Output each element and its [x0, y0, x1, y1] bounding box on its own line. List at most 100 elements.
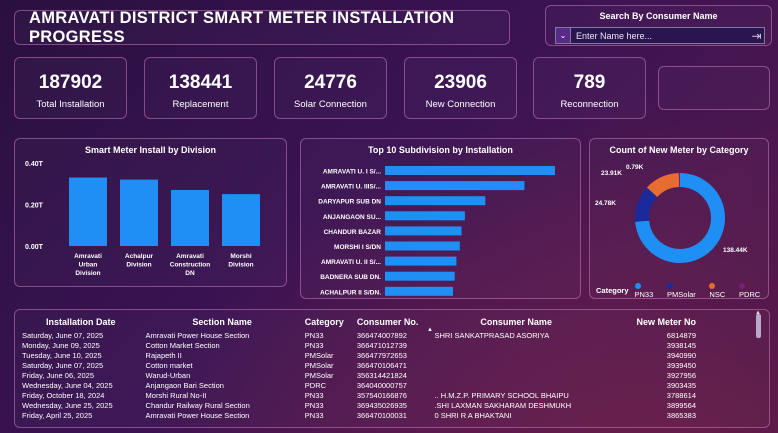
table-cell: PN33	[304, 401, 324, 410]
kpi-value: 23906	[434, 72, 487, 93]
column-header-category[interactable]: Category	[304, 317, 344, 327]
kpi-value: 789	[573, 72, 606, 93]
legend-item-pn33[interactable]: PN33	[634, 281, 662, 299]
legend-title: Category	[596, 285, 629, 295]
y-tick-label: 0.00T	[25, 244, 44, 251]
x-tick-label: Division	[75, 270, 100, 277]
x-tick-label: Division	[126, 262, 151, 269]
bar	[69, 177, 107, 246]
table-scrollbar[interactable]: ▲	[755, 310, 761, 424]
kpi-label: Replacement	[172, 99, 229, 110]
table-cell: 366477972653	[356, 351, 407, 360]
y-tick-label: DARYAPUR SUB DN	[318, 199, 381, 206]
table-cell	[431, 361, 600, 371]
table-cell: SHRI SANKATPRASAD ASORIYA	[434, 331, 550, 340]
table-cell: Monday, June 09, 2025	[22, 341, 100, 350]
search-input[interactable]	[571, 29, 749, 42]
kpi-label: Reconnection	[560, 99, 619, 110]
table-header-row: Installation Date Section Name Category …	[19, 316, 699, 331]
table-row[interactable]: Wednesday, June 04, 2025 Anjangaon Bari S…	[19, 381, 699, 391]
kpi-label: Total Installation	[36, 99, 105, 110]
table-cell	[431, 341, 600, 351]
legend-item-nsc[interactable]: NSC	[709, 281, 733, 299]
table-cell: PMSolar	[304, 351, 334, 360]
legend-dot-icon	[739, 283, 746, 290]
table-cell: Amravati Power House Section	[145, 331, 250, 340]
data-label: 24.78K	[595, 200, 616, 207]
table-row[interactable]: Tuesday, June 10, 2025 Rajapeth II PMSolar…	[19, 351, 699, 361]
table-row[interactable]: Monday, June 09, 2025 Cotton Market Secti…	[19, 341, 699, 351]
data-label: 23.91K	[601, 170, 622, 177]
table-cell: Amravati Power House Section	[145, 411, 250, 420]
category-donut-chart: 138.44K 24.78K 23.91K 0.79K	[595, 164, 748, 263]
table-cell: 3939450	[666, 361, 696, 370]
kpi-value: 24776	[304, 72, 357, 93]
table-row[interactable]: Friday, April 25, 2025 Amravati Power Hou…	[19, 411, 699, 421]
table-cell: Warud-Urban	[145, 371, 191, 380]
table-row[interactable]: Friday, October 18, 2024 Morshi Rural No-…	[19, 391, 699, 401]
chevron-down-icon[interactable]: ⌄	[556, 28, 571, 43]
table-cell: Anjangaon Bari Section	[145, 381, 224, 390]
table-cell: Saturday, June 07, 2025	[22, 361, 104, 370]
column-header-consumer-no[interactable]: Consumer No.	[356, 317, 419, 327]
table-row[interactable]: Saturday, June 07, 2025 Amravati Power Ho…	[19, 331, 699, 341]
donut-slice	[635, 187, 658, 222]
table-row[interactable]: Friday, June 06, 2025 Warud-Urban PMSolar 3…	[19, 371, 699, 381]
kpi-replacement: 138441 Replacement	[144, 57, 257, 119]
kpi-new-connection: 23906 New Connection	[404, 57, 517, 119]
y-tick-label: 0.40T	[25, 161, 44, 168]
x-tick-label: Construction	[170, 262, 210, 269]
y-tick-label: ACHALPUR II S/DN.	[320, 289, 381, 296]
x-tick-label: Achalpur	[125, 253, 154, 260]
table-cell: 366471012739	[356, 341, 407, 350]
table-cell: Cotton market	[145, 361, 193, 370]
column-header-new-meter-no[interactable]: New Meter No	[636, 317, 696, 327]
y-tick-label: AMRAVATI U. IIIS/...	[321, 184, 381, 191]
table-cell	[431, 381, 600, 391]
table-cell: 3927956	[666, 371, 696, 380]
table-cell: 3940990	[666, 351, 696, 360]
table-cell: PN33	[304, 411, 324, 420]
x-tick-label: Amravati	[176, 253, 204, 260]
x-tick-label: DN	[185, 270, 195, 277]
kpi-empty-card	[658, 66, 770, 110]
donut-slice	[635, 173, 725, 263]
submit-arrow-icon[interactable]: ⇥	[751, 28, 762, 43]
table-cell: 3903435	[666, 381, 696, 390]
table-cell: Friday, April 25, 2025	[22, 411, 93, 420]
subdivision-chart-title: Top 10 Subdivision by Installation	[368, 145, 513, 155]
legend-item-pmsolar[interactable]: PMSolar	[667, 281, 703, 299]
table-row[interactable]: Wednesday, June 25, 2025 Chandur Railway …	[19, 401, 699, 411]
bar	[120, 179, 158, 246]
y-tick-label: ANJANGAON SU...	[323, 214, 381, 221]
table-cell	[431, 351, 600, 361]
table-cell: 364040000757	[356, 381, 407, 390]
column-header-consumer-name[interactable]: Consumer Name	[480, 317, 552, 327]
bar	[171, 189, 209, 246]
table-cell: 3865383	[666, 411, 696, 420]
data-label: 138.44K	[723, 247, 748, 254]
bar	[385, 256, 457, 266]
bar	[385, 181, 525, 191]
category-chart-title: Count of New Meter by Category	[609, 145, 749, 155]
scroll-up-icon[interactable]: ▲	[755, 310, 761, 316]
bar	[385, 286, 453, 296]
table-cell	[431, 371, 600, 381]
data-label: 0.79K	[626, 164, 644, 171]
division-chart-panel: Smart Meter Install by Division 0.40T 0.2…	[14, 138, 287, 287]
installation-table: Installation Date Section Name Category …	[19, 316, 699, 421]
y-tick-label: MORSHI I S/DN	[334, 244, 381, 251]
column-header-section-name[interactable]: Section Name	[192, 317, 252, 327]
legend-item-pdrc[interactable]: PDRC	[739, 281, 768, 299]
table-cell: .SHI LAXMAN SAKHARAM DESHMUKH	[434, 401, 572, 410]
search-field[interactable]: ⌄ ⇥	[555, 27, 765, 44]
bar	[385, 226, 462, 236]
column-header-installation-date[interactable]: Installation Date	[46, 317, 116, 327]
category-chart-panel: Count of New Meter by Category 138.44K 24…	[589, 138, 769, 299]
table-cell: 366470100031	[356, 411, 407, 420]
table-cell: 366474007892	[356, 331, 407, 340]
scrollbar-thumb[interactable]	[756, 314, 761, 338]
table-row[interactable]: Saturday, June 07, 2025 Cotton market PMSo…	[19, 361, 699, 371]
sort-ascending-icon[interactable]: ▲	[427, 327, 433, 333]
installation-table-panel: Installation Date Section Name Category …	[14, 309, 770, 428]
